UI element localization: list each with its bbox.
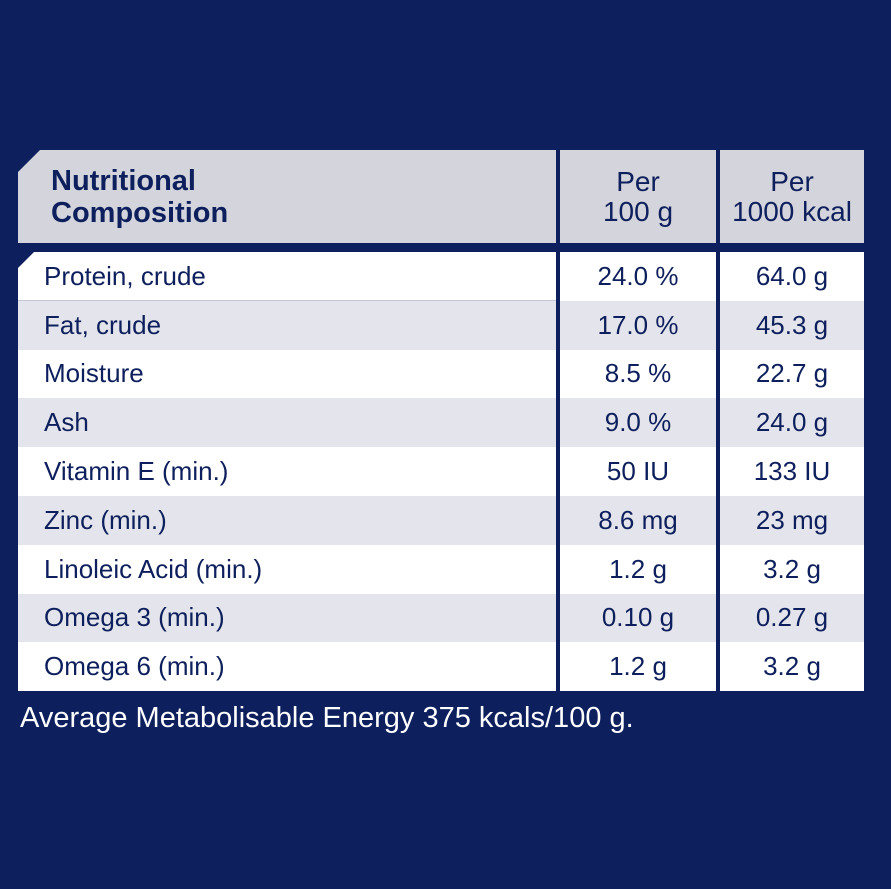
- header-per-100g: Per 100 g: [560, 150, 716, 243]
- nutrient-name: Ash: [18, 398, 556, 448]
- value-per-1000kcal: 23 mg: [720, 495, 864, 545]
- value-per-100g: 1.2 g: [560, 642, 716, 692]
- value-per-100g: 8.5 %: [560, 349, 716, 399]
- nutrient-name: Vitamin E (min.): [18, 447, 556, 496]
- nutrient-name: Omega 3 (min.): [18, 593, 556, 643]
- value-per-1000kcal: 133 IU: [720, 447, 864, 496]
- value-per-100g: 17.0 %: [560, 300, 716, 350]
- header-per-1000kcal: Per 1000 kcal: [720, 150, 864, 243]
- table-row: Ash 9.0 % 24.0 g: [18, 398, 864, 448]
- nutrition-table: Nutritional Composition Per 100 g Per 10…: [18, 150, 864, 692]
- value-per-1000kcal: 22.7 g: [720, 349, 864, 399]
- value-per-1000kcal: 3.2 g: [720, 642, 864, 692]
- header-col1-line2: Composition: [51, 196, 229, 229]
- value-per-100g: 24.0 %: [560, 252, 716, 301]
- table-body: Protein, crude 24.0 % 64.0 g Fat, crude 17.0…: [18, 252, 864, 692]
- value-per-100g: 0.10 g: [560, 593, 716, 643]
- header-col3-line2: 1000 kcal: [732, 195, 852, 227]
- table-header: Nutritional Composition Per 100 g Per 10…: [18, 150, 864, 243]
- energy-footnote: Average Metabolisable Energy 375 kcals/1…: [20, 702, 634, 734]
- header-col3-line1: Per: [770, 165, 814, 197]
- value-per-1000kcal: 3.2 g: [720, 544, 864, 594]
- header-col2-line1: Per: [616, 165, 660, 197]
- nutrient-name: Linoleic Acid (min.): [18, 544, 556, 594]
- table-row: Moisture 8.5 % 22.7 g: [18, 349, 864, 399]
- value-per-1000kcal: 24.0 g: [720, 398, 864, 448]
- value-per-100g: 50 IU: [560, 447, 716, 496]
- value-per-1000kcal: 0.27 g: [720, 593, 864, 643]
- table-row: Zinc (min.) 8.6 mg 23 mg: [18, 495, 864, 545]
- header-nutritional-composition: Nutritional Composition: [18, 150, 556, 243]
- value-per-100g: 1.2 g: [560, 544, 716, 594]
- nutrient-name: Fat, crude: [18, 300, 556, 350]
- value-per-1000kcal: 45.3 g: [720, 300, 864, 350]
- table-row: Fat, crude 17.0 % 45.3 g: [18, 300, 864, 350]
- nutrient-name: Zinc (min.): [18, 495, 556, 545]
- table-row: Omega 6 (min.) 1.2 g 3.2 g: [18, 642, 864, 692]
- header-col2-line2: 100 g: [602, 195, 674, 227]
- nutrient-name: Moisture: [18, 349, 556, 399]
- nutrient-name: Omega 6 (min.): [18, 642, 556, 692]
- value-per-1000kcal: 64.0 g: [720, 252, 864, 301]
- table-row: Protein, crude 24.0 % 64.0 g: [18, 252, 864, 301]
- value-per-100g: 8.6 mg: [560, 495, 716, 545]
- table-row: Vitamin E (min.) 50 IU 133 IU: [18, 447, 864, 496]
- table-row: Linoleic Acid (min.) 1.2 g 3.2 g: [18, 544, 864, 594]
- nutrient-name: Protein, crude: [18, 252, 556, 301]
- header-col1-line1: Nutritional: [51, 164, 196, 197]
- value-per-100g: 9.0 %: [560, 398, 716, 448]
- table-row: Omega 3 (min.) 0.10 g 0.27 g: [18, 593, 864, 643]
